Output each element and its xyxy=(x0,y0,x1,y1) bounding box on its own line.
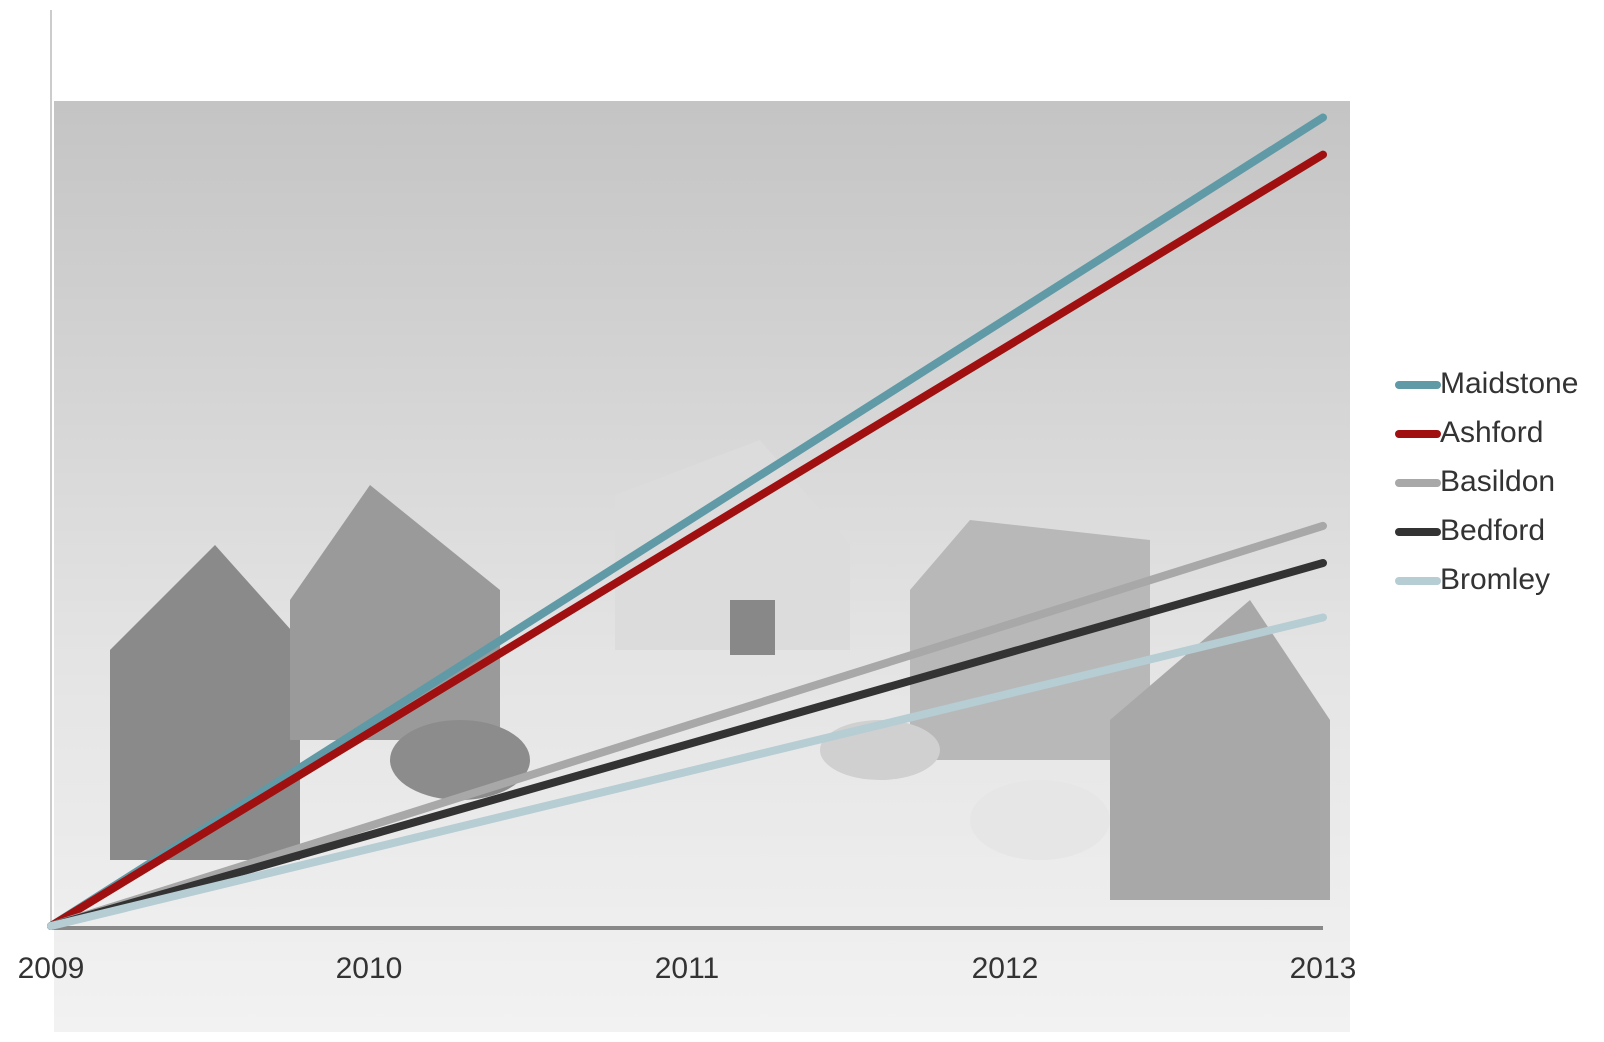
x-tick-label: 2010 xyxy=(336,952,403,985)
background-photo xyxy=(54,101,1350,1032)
x-tick-label: 2009 xyxy=(18,952,85,985)
series-line xyxy=(47,521,1327,930)
series-line xyxy=(47,150,1327,930)
series-line xyxy=(47,113,1327,930)
x-tick-label: 2012 xyxy=(972,952,1039,985)
legend-label: Bedford xyxy=(1440,514,1545,547)
x-tick-label: 2011 xyxy=(655,952,720,985)
legend-label: Basildon xyxy=(1440,465,1555,498)
legend-label: Bromley xyxy=(1440,563,1550,596)
legend-label: Ashford xyxy=(1440,416,1543,449)
series-line xyxy=(47,559,1327,930)
x-tick-label: 2013 xyxy=(1290,952,1357,985)
series-line xyxy=(47,613,1327,930)
legend-label: Maidstone xyxy=(1440,367,1578,400)
